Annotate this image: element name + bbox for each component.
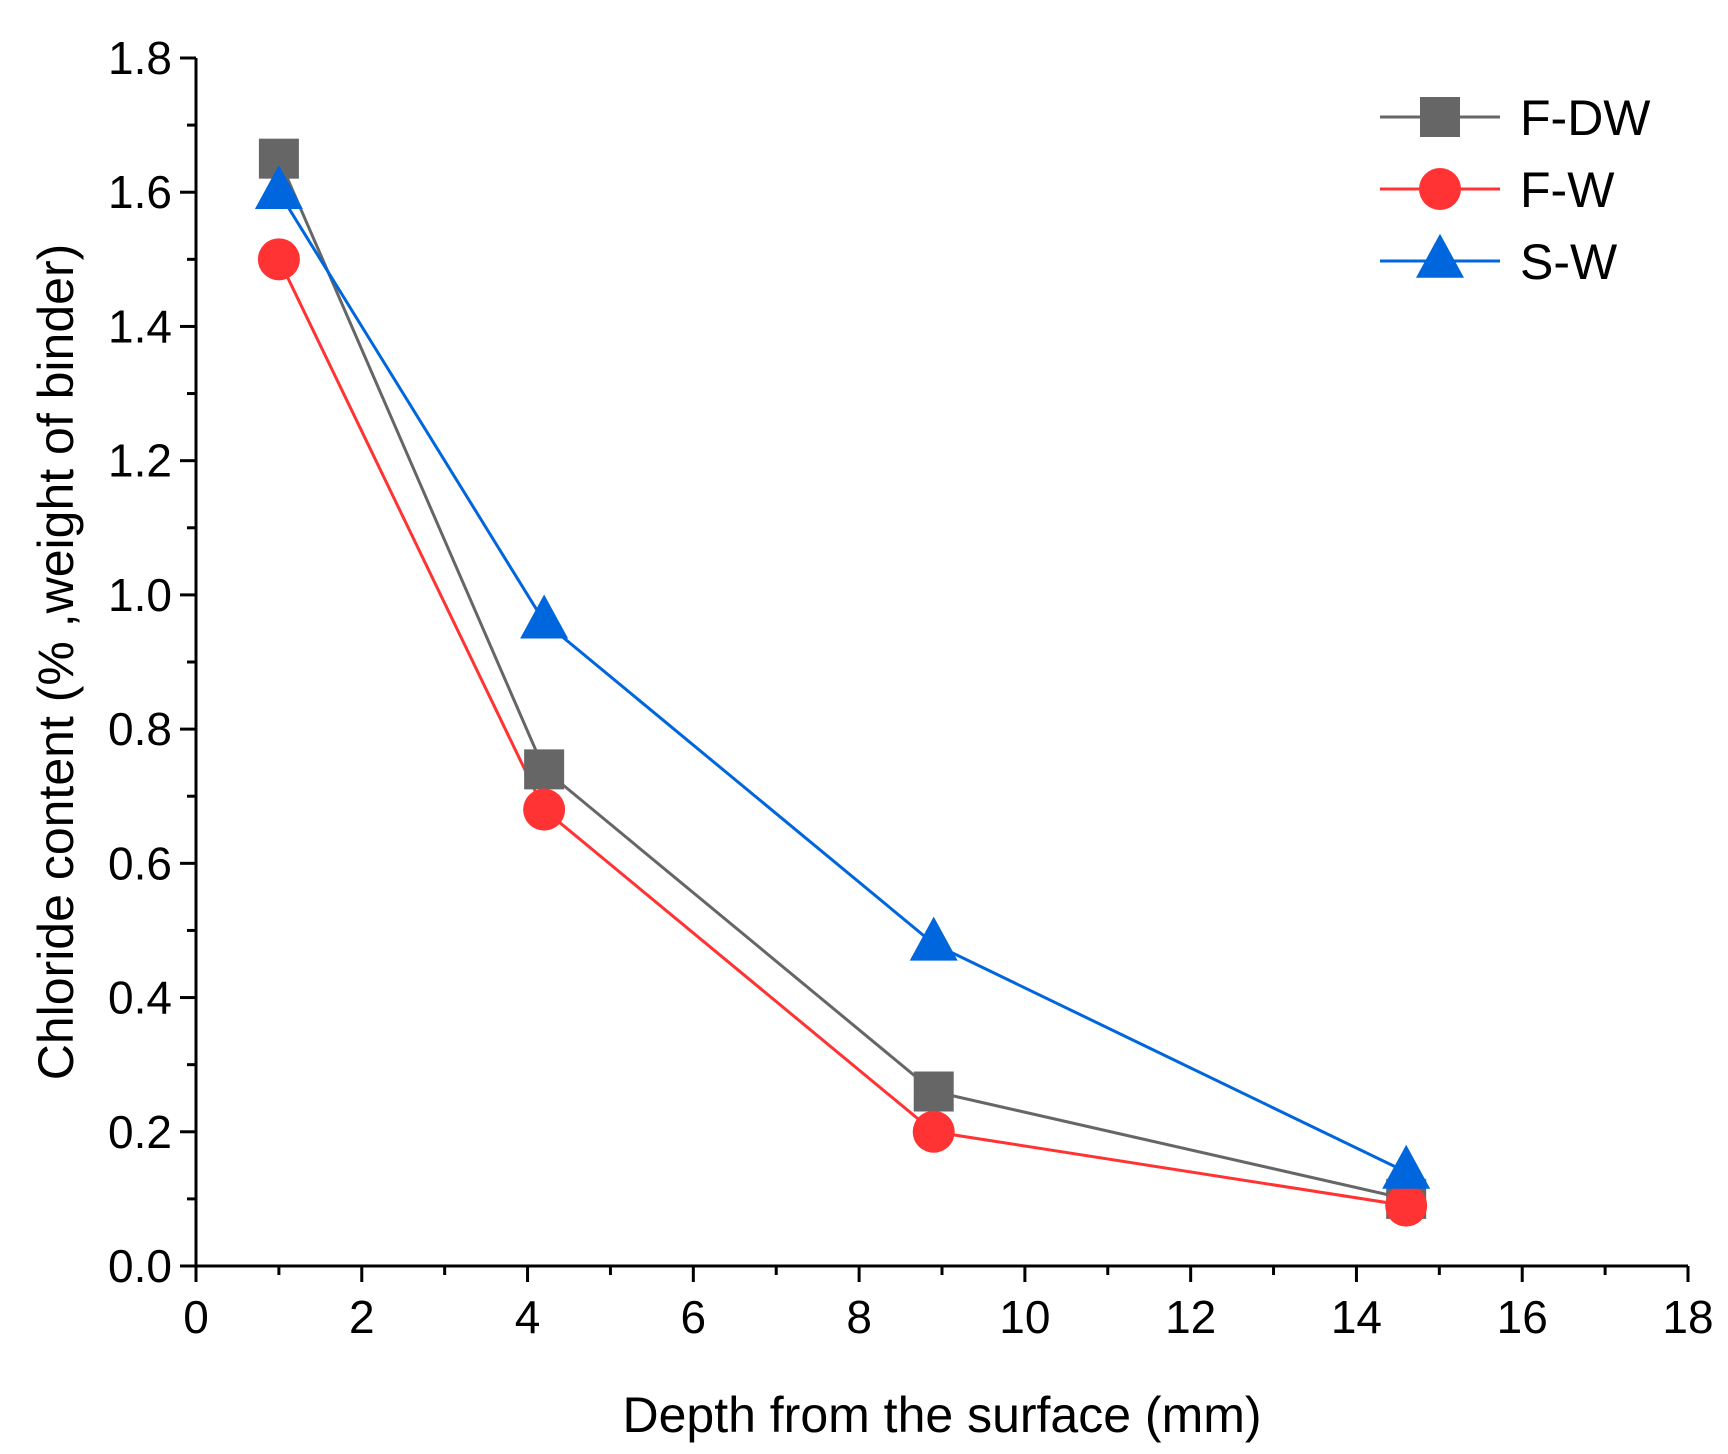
legend-marker-circle: [1419, 168, 1461, 210]
data-point-f-dw: [913, 1071, 954, 1112]
y-tick-label: 1.2: [108, 435, 172, 487]
data-point-s-w: [520, 594, 569, 639]
series-layer: [254, 138, 1431, 1227]
data-point-s-w: [254, 164, 303, 209]
x-tick-label: 10: [999, 1291, 1050, 1343]
series-f-w: [277, 258, 1407, 1208]
x-tick-label: 6: [681, 1291, 707, 1343]
legend-item-f-w: F-W: [1380, 162, 1615, 218]
x-tick-label: 2: [349, 1291, 375, 1343]
y-tick-label: 1.4: [108, 300, 172, 352]
x-tick-label: 8: [846, 1291, 872, 1343]
x-tick-label: 14: [1331, 1291, 1382, 1343]
legend-marker-triangle: [1416, 233, 1464, 278]
data-point-s-w: [1382, 1144, 1431, 1189]
y-tick-label: 0.2: [108, 1106, 172, 1158]
series-markers-s-w: [254, 164, 1431, 1189]
data-point-f-w: [1385, 1184, 1428, 1227]
y-tick-label: 1.8: [108, 32, 172, 84]
y-tick-label: 0.0: [108, 1240, 172, 1292]
x-tick-label: 12: [1165, 1291, 1216, 1343]
data-point-f-w: [523, 788, 566, 831]
data-point-f-w: [257, 238, 300, 281]
legend-item-s-w: S-W: [1380, 233, 1618, 290]
legend-label: S-W: [1520, 234, 1618, 290]
axes: 0 2 4 6 8 10 12 14 16 18 0.0 0.2 0.4 0.6 0.8 1.0 1.2 1.4 1…: [108, 32, 1714, 1343]
x-tick-label: 16: [1497, 1291, 1548, 1343]
data-point-s-w: [909, 916, 958, 961]
y-tick-label: 1.0: [108, 569, 172, 621]
legend-label: F-W: [1520, 162, 1615, 218]
x-axis-title: Depth from the surface (mm): [622, 1387, 1261, 1443]
series-markers-f-w: [257, 238, 1428, 1227]
x-tick-label: 0: [183, 1291, 209, 1343]
legend-label: F-DW: [1520, 90, 1651, 146]
x-tick-label: 4: [515, 1291, 541, 1343]
y-tick-label: 0.8: [108, 703, 172, 755]
legend-marker-square: [1420, 97, 1460, 137]
legend: F-DW F-W S-W: [1380, 90, 1651, 290]
y-tick-label: 1.6: [108, 166, 172, 218]
legend-item-f-dw: F-DW: [1380, 90, 1651, 146]
y-tick-label: 0.6: [108, 837, 172, 889]
y-tick-label: 0.4: [108, 972, 172, 1024]
x-tick-label: 18: [1662, 1291, 1713, 1343]
y-axis-title: Chloride content (% ,weight of binder): [28, 244, 84, 1081]
data-point-f-w: [912, 1110, 955, 1153]
series-f-dw: [277, 158, 1407, 1201]
series-line-f-w: [277, 258, 1407, 1208]
data-point-f-dw: [524, 749, 565, 790]
series-s-w: [277, 191, 1407, 1174]
series-line-s-w: [277, 191, 1407, 1174]
series-line-f-dw: [277, 158, 1407, 1201]
